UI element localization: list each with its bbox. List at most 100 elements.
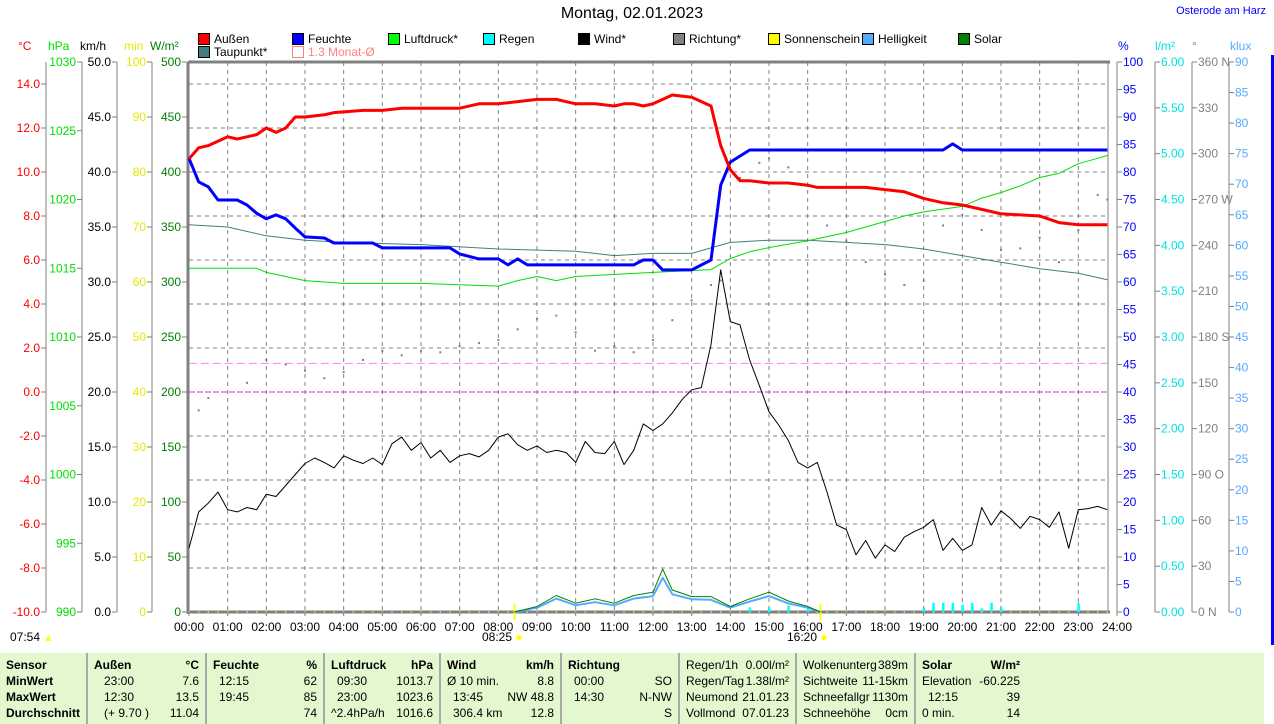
- axis-tick-label: 0.00: [1161, 605, 1185, 619]
- legend-item: Sonnenschein: [768, 32, 860, 46]
- header-feuchte-unit: %: [306, 658, 317, 672]
- axis-tick-label: 5.0: [94, 550, 111, 564]
- direction-point: [555, 314, 558, 317]
- direction-point: [246, 381, 248, 384]
- rain-bar: [942, 602, 945, 612]
- cell: 11.04: [169, 706, 199, 720]
- x-axis-dot: [294, 611, 297, 613]
- x-axis-dot: [1067, 611, 1070, 613]
- x-axis-dot: [565, 611, 567, 613]
- axis-tick-label: 3.00: [1161, 330, 1185, 344]
- weather-chart: °C -10.0 -8.0 -6.0 -4.0 -2.0 0.0 2.0 4.0 6.0 8.0 10…: [13, 39, 1252, 634]
- axis-tick-label: 30.0: [88, 275, 112, 289]
- axis-tick-label: -2.0: [19, 429, 40, 443]
- row-label: Durchschnitt: [6, 706, 81, 720]
- x-tick-label: 12:00: [638, 620, 668, 634]
- direction-point: [826, 224, 828, 227]
- axis-tick-label: -10.0: [13, 605, 41, 619]
- cell: 0.00l/m²: [745, 658, 789, 672]
- axis-tick-label: 1020: [49, 193, 76, 207]
- direction-point: [1106, 198, 1109, 201]
- axis-tick-label: 450: [161, 110, 181, 124]
- axis-tick-label: 55: [1235, 269, 1249, 283]
- cell: 62: [303, 674, 317, 688]
- x-axis-dot: [478, 611, 480, 613]
- direction-point: [710, 284, 712, 287]
- direction-point: [758, 161, 761, 164]
- legend-swatch: [388, 33, 400, 45]
- cell: Sichtweite: [803, 674, 858, 688]
- axis-tick-label: 50: [1235, 299, 1249, 313]
- axis-tick-label: 1005: [49, 399, 76, 413]
- cell: 14:30: [574, 690, 605, 704]
- axis-tick-label: 30: [133, 440, 147, 454]
- cell: 74: [303, 706, 317, 720]
- legend-swatch: [768, 33, 780, 45]
- x-tick-label: 24:00: [1102, 620, 1132, 634]
- location-label: Osterode am Harz: [1176, 5, 1266, 17]
- direction-point: [719, 279, 722, 282]
- direction-point: [284, 363, 287, 366]
- axis-tick-label: 30: [1198, 559, 1212, 573]
- sunshine-start-label: 08:25: [482, 630, 513, 644]
- legend-label: 1.3 Monat-Ø: [308, 45, 375, 59]
- direction-point: [1038, 236, 1041, 239]
- axis-tick-label: 45: [1123, 358, 1137, 372]
- cell: S: [663, 706, 672, 720]
- legend-item: Feuchte: [292, 32, 351, 46]
- x-axis-dot: [710, 611, 712, 613]
- direction-point: [942, 224, 944, 227]
- axis-unit-wm2: W/m²: [150, 39, 179, 53]
- feuchte-column: Feuchte% 12:15 62 19:45 85 74: [205, 653, 323, 724]
- x-axis-dot: [594, 611, 596, 613]
- x-tick-label: 13:00: [677, 620, 707, 634]
- axis-tick-label: 100: [161, 495, 181, 509]
- cell: Neumond: [686, 690, 739, 704]
- x-axis-dot: [1048, 611, 1051, 613]
- sunrise-time: 07:54 ▲: [10, 630, 53, 644]
- rain-bar: [806, 607, 810, 612]
- x-axis-dot: [545, 611, 548, 613]
- x-axis-dot: [449, 611, 451, 613]
- legend-label: Richtung*: [689, 32, 742, 46]
- x-axis-dot: [236, 611, 239, 613]
- axis-tick-label: 35: [1235, 391, 1249, 405]
- axis-tick-label: 70: [1235, 177, 1249, 191]
- direction-point: [613, 345, 616, 348]
- axis-tick-label: 25.0: [88, 330, 112, 344]
- series-line-feuchte: [187, 142, 1108, 272]
- direction-point: [323, 377, 326, 380]
- axis-tick-label: 1030: [49, 55, 76, 69]
- sensor-column: Sensor MinWert MaxWert Durchschnitt: [0, 653, 86, 724]
- direction-point: [961, 213, 964, 216]
- direction-point: [304, 369, 306, 372]
- direction-point: [1058, 261, 1060, 264]
- x-tick-label: 19:00: [909, 620, 939, 634]
- rain-bar: [971, 602, 974, 612]
- direction-point: [884, 273, 886, 276]
- axis-tick-label: 4.00: [1161, 238, 1185, 252]
- direction-point: [400, 354, 403, 357]
- axis-unit-kmh: km/h: [80, 39, 106, 53]
- axis-tick-label: 60: [1198, 513, 1212, 527]
- series-line-taupunkt: [188, 224, 1108, 281]
- x-tick-label: 23:00: [1063, 620, 1093, 634]
- axis-tick-label: 30: [1123, 440, 1137, 454]
- x-axis-dot: [487, 611, 490, 613]
- axis-tick-label: 0.0: [94, 605, 111, 619]
- x-tick-label: 17:00: [831, 620, 861, 634]
- cell: 23:00: [104, 674, 135, 688]
- direction-point: [381, 349, 384, 352]
- header-aussen: Außen: [94, 658, 132, 672]
- direction-point: [1077, 229, 1080, 232]
- legend-label: Sonnenschein: [784, 32, 861, 46]
- axis-tick-label: 330: [1198, 101, 1218, 115]
- x-axis-dot: [197, 611, 200, 613]
- x-tick-label: 07:00: [445, 620, 475, 634]
- x-tick-label: 05:00: [367, 620, 397, 634]
- axis-unit-rain: l/m²: [1155, 39, 1175, 53]
- axis-tick-label: 80: [133, 165, 147, 179]
- cell: Schneehöhe: [803, 706, 871, 720]
- axis-unit-hpa: hPa: [48, 39, 70, 53]
- x-axis-dot: [661, 611, 664, 613]
